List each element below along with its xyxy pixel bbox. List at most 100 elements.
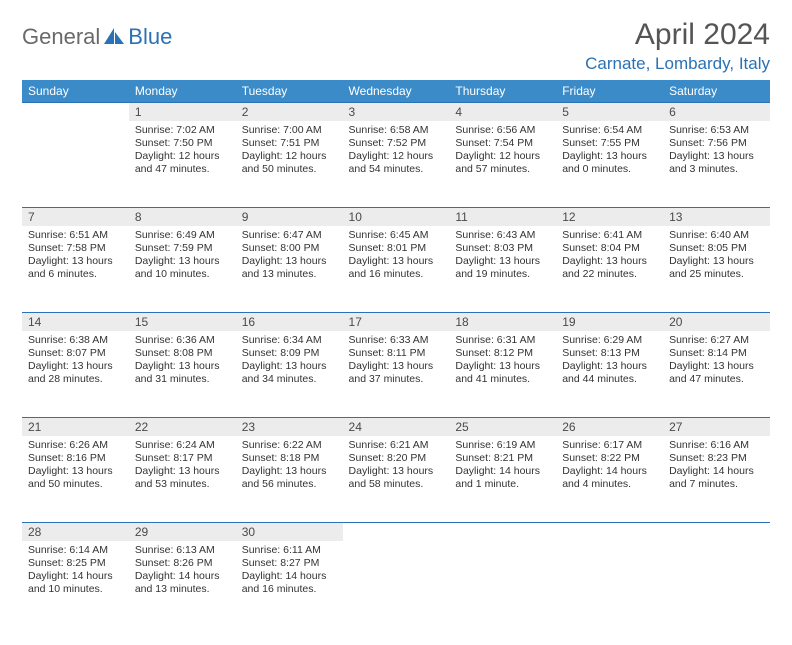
day-cell: Sunrise: 6:13 AMSunset: 8:26 PMDaylight:… xyxy=(129,541,236,627)
daynum-row: 78910111213 xyxy=(22,207,770,226)
day-cell: Sunrise: 6:14 AMSunset: 8:25 PMDaylight:… xyxy=(22,541,129,627)
daylight-text: Daylight: 13 hours and 0 minutes. xyxy=(562,150,657,176)
sunrise-text: Sunrise: 6:34 AM xyxy=(242,334,337,347)
sunrise-text: Sunrise: 6:40 AM xyxy=(669,229,764,242)
sunrise-text: Sunrise: 6:41 AM xyxy=(562,229,657,242)
daylight-text: Daylight: 14 hours and 7 minutes. xyxy=(669,465,764,491)
day-cell: Sunrise: 6:36 AMSunset: 8:08 PMDaylight:… xyxy=(129,331,236,417)
daynum-cell: 19 xyxy=(556,312,663,331)
daylight-text: Daylight: 13 hours and 31 minutes. xyxy=(135,360,230,386)
day-cell: Sunrise: 6:31 AMSunset: 8:12 PMDaylight:… xyxy=(449,331,556,417)
sunrise-text: Sunrise: 6:14 AM xyxy=(28,544,123,557)
sunset-text: Sunset: 8:08 PM xyxy=(135,347,230,360)
day-header: Tuesday xyxy=(236,80,343,102)
day-content: Sunrise: 6:53 AMSunset: 7:56 PMDaylight:… xyxy=(663,121,770,183)
day-content: Sunrise: 6:58 AMSunset: 7:52 PMDaylight:… xyxy=(343,121,450,183)
sunset-text: Sunset: 8:01 PM xyxy=(349,242,444,255)
day-content: Sunrise: 6:38 AMSunset: 8:07 PMDaylight:… xyxy=(22,331,129,393)
daylight-text: Daylight: 13 hours and 19 minutes. xyxy=(455,255,550,281)
sunset-text: Sunset: 8:20 PM xyxy=(349,452,444,465)
daynum-cell: 3 xyxy=(343,102,450,121)
sunset-text: Sunset: 8:14 PM xyxy=(669,347,764,360)
daylight-text: Daylight: 14 hours and 10 minutes. xyxy=(28,570,123,596)
daynum-cell: 29 xyxy=(129,522,236,541)
day-number: 2 xyxy=(236,102,343,121)
day-cell: Sunrise: 6:54 AMSunset: 7:55 PMDaylight:… xyxy=(556,121,663,207)
daynum-cell: 17 xyxy=(343,312,450,331)
day-cell: Sunrise: 6:41 AMSunset: 8:04 PMDaylight:… xyxy=(556,226,663,312)
daynum-cell: 7 xyxy=(22,207,129,226)
daynum-cell: 2 xyxy=(236,102,343,121)
sunset-text: Sunset: 8:22 PM xyxy=(562,452,657,465)
day-number: 6 xyxy=(663,102,770,121)
day-number: 13 xyxy=(663,207,770,226)
day-number: 25 xyxy=(449,417,556,436)
sunrise-text: Sunrise: 6:36 AM xyxy=(135,334,230,347)
sunrise-text: Sunrise: 6:13 AM xyxy=(135,544,230,557)
day-number: 29 xyxy=(129,522,236,541)
daylight-text: Daylight: 12 hours and 54 minutes. xyxy=(349,150,444,176)
sunrise-text: Sunrise: 6:33 AM xyxy=(349,334,444,347)
day-number: 7 xyxy=(22,207,129,226)
day-content: Sunrise: 7:02 AMSunset: 7:50 PMDaylight:… xyxy=(129,121,236,183)
daynum-cell: 14 xyxy=(22,312,129,331)
daylight-text: Daylight: 14 hours and 4 minutes. xyxy=(562,465,657,491)
day-number: 11 xyxy=(449,207,556,226)
sunrise-text: Sunrise: 6:53 AM xyxy=(669,124,764,137)
daynum-cell xyxy=(343,522,450,541)
sunrise-text: Sunrise: 6:17 AM xyxy=(562,439,657,452)
day-cell: Sunrise: 6:33 AMSunset: 8:11 PMDaylight:… xyxy=(343,331,450,417)
day-content: Sunrise: 6:19 AMSunset: 8:21 PMDaylight:… xyxy=(449,436,556,498)
content-row: Sunrise: 6:14 AMSunset: 8:25 PMDaylight:… xyxy=(22,541,770,627)
sunset-text: Sunset: 7:54 PM xyxy=(455,137,550,150)
daynum-cell: 28 xyxy=(22,522,129,541)
content-row: Sunrise: 7:02 AMSunset: 7:50 PMDaylight:… xyxy=(22,121,770,207)
day-number: 19 xyxy=(556,312,663,331)
day-cell: Sunrise: 6:51 AMSunset: 7:58 PMDaylight:… xyxy=(22,226,129,312)
day-number: 10 xyxy=(343,207,450,226)
daynum-cell: 4 xyxy=(449,102,556,121)
sunrise-text: Sunrise: 6:56 AM xyxy=(455,124,550,137)
sunset-text: Sunset: 7:52 PM xyxy=(349,137,444,150)
daynum-row: 21222324252627 xyxy=(22,417,770,436)
day-content: Sunrise: 6:34 AMSunset: 8:09 PMDaylight:… xyxy=(236,331,343,393)
day-cell: Sunrise: 6:29 AMSunset: 8:13 PMDaylight:… xyxy=(556,331,663,417)
day-header-row: Sunday Monday Tuesday Wednesday Thursday… xyxy=(22,80,770,102)
day-content: Sunrise: 6:56 AMSunset: 7:54 PMDaylight:… xyxy=(449,121,556,183)
sunset-text: Sunset: 7:50 PM xyxy=(135,137,230,150)
day-content: Sunrise: 6:24 AMSunset: 8:17 PMDaylight:… xyxy=(129,436,236,498)
day-cell xyxy=(22,121,129,207)
calendar-table: Sunday Monday Tuesday Wednesday Thursday… xyxy=(22,80,770,627)
day-header: Thursday xyxy=(449,80,556,102)
day-content: Sunrise: 6:29 AMSunset: 8:13 PMDaylight:… xyxy=(556,331,663,393)
sunset-text: Sunset: 8:09 PM xyxy=(242,347,337,360)
sunset-text: Sunset: 8:27 PM xyxy=(242,557,337,570)
sunrise-text: Sunrise: 6:22 AM xyxy=(242,439,337,452)
sunset-text: Sunset: 8:17 PM xyxy=(135,452,230,465)
day-content: Sunrise: 6:54 AMSunset: 7:55 PMDaylight:… xyxy=(556,121,663,183)
sunrise-text: Sunrise: 6:21 AM xyxy=(349,439,444,452)
day-content: Sunrise: 6:22 AMSunset: 8:18 PMDaylight:… xyxy=(236,436,343,498)
day-number: 12 xyxy=(556,207,663,226)
daylight-text: Daylight: 13 hours and 56 minutes. xyxy=(242,465,337,491)
page-subtitle: Carnate, Lombardy, Italy xyxy=(585,54,770,74)
daylight-text: Daylight: 13 hours and 47 minutes. xyxy=(669,360,764,386)
header: General Blue April 2024 Carnate, Lombard… xyxy=(22,18,770,74)
day-content: Sunrise: 6:40 AMSunset: 8:05 PMDaylight:… xyxy=(663,226,770,288)
sunset-text: Sunset: 8:26 PM xyxy=(135,557,230,570)
day-number: 28 xyxy=(22,522,129,541)
daynum-cell: 23 xyxy=(236,417,343,436)
day-cell: Sunrise: 6:47 AMSunset: 8:00 PMDaylight:… xyxy=(236,226,343,312)
sunrise-text: Sunrise: 6:11 AM xyxy=(242,544,337,557)
sunrise-text: Sunrise: 6:27 AM xyxy=(669,334,764,347)
sunrise-text: Sunrise: 6:51 AM xyxy=(28,229,123,242)
day-cell: Sunrise: 6:19 AMSunset: 8:21 PMDaylight:… xyxy=(449,436,556,522)
daynum-cell xyxy=(449,522,556,541)
daylight-text: Daylight: 13 hours and 28 minutes. xyxy=(28,360,123,386)
day-cell: Sunrise: 6:49 AMSunset: 7:59 PMDaylight:… xyxy=(129,226,236,312)
sunset-text: Sunset: 8:13 PM xyxy=(562,347,657,360)
day-cell: Sunrise: 6:58 AMSunset: 7:52 PMDaylight:… xyxy=(343,121,450,207)
daynum-cell: 24 xyxy=(343,417,450,436)
logo: General Blue xyxy=(22,24,172,50)
day-content: Sunrise: 6:17 AMSunset: 8:22 PMDaylight:… xyxy=(556,436,663,498)
